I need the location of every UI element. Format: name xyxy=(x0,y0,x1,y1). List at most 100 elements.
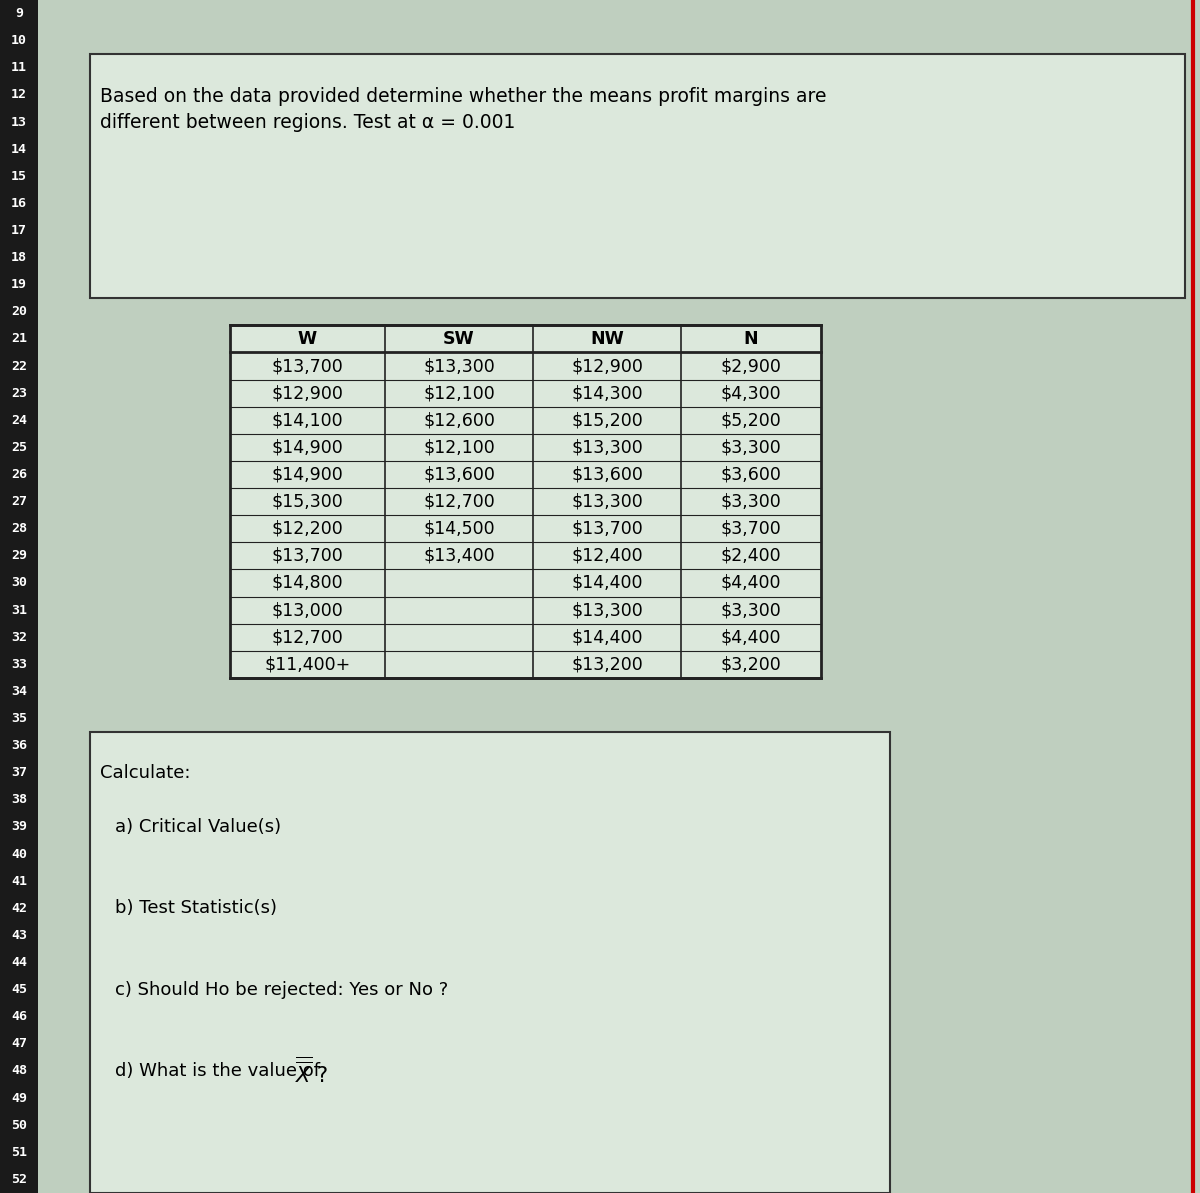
Text: 47: 47 xyxy=(11,1038,28,1050)
Bar xyxy=(0,0,38,1193)
Text: $12,600: $12,600 xyxy=(424,412,494,429)
Text: $14,800: $14,800 xyxy=(271,574,343,592)
Text: 42: 42 xyxy=(11,902,28,915)
Text: $12,900: $12,900 xyxy=(271,384,343,402)
Text: $14,300: $14,300 xyxy=(571,384,643,402)
Text: $13,600: $13,600 xyxy=(571,465,643,483)
Text: Based on the data provided determine whether the means profit margins are
differ: Based on the data provided determine whe… xyxy=(100,87,827,132)
Text: $12,900: $12,900 xyxy=(571,357,643,375)
Text: $13,700: $13,700 xyxy=(271,357,343,375)
Text: 27: 27 xyxy=(11,495,28,508)
Text: $3,700: $3,700 xyxy=(721,520,781,538)
Text: 35: 35 xyxy=(11,712,28,725)
Text: $12,100: $12,100 xyxy=(424,384,494,402)
Text: 45: 45 xyxy=(11,983,28,996)
Text: 22: 22 xyxy=(11,359,28,372)
Text: 52: 52 xyxy=(11,1173,28,1186)
Text: $13,300: $13,300 xyxy=(571,601,643,619)
Text: $14,500: $14,500 xyxy=(424,520,494,538)
Text: $13,200: $13,200 xyxy=(571,655,643,673)
Text: 19: 19 xyxy=(11,278,28,291)
Text: 23: 23 xyxy=(11,387,28,400)
Text: $2,900: $2,900 xyxy=(720,357,781,375)
Text: $3,600: $3,600 xyxy=(720,465,781,483)
Text: 30: 30 xyxy=(11,576,28,589)
Text: $13,300: $13,300 xyxy=(571,438,643,457)
Text: 43: 43 xyxy=(11,929,28,942)
Text: 26: 26 xyxy=(11,468,28,481)
Text: $12,100: $12,100 xyxy=(424,438,494,457)
Text: $13,600: $13,600 xyxy=(424,465,494,483)
Text: 17: 17 xyxy=(11,224,28,237)
Text: 21: 21 xyxy=(11,333,28,346)
Text: 46: 46 xyxy=(11,1010,28,1024)
Text: 25: 25 xyxy=(11,441,28,453)
Text: 15: 15 xyxy=(11,169,28,183)
Text: 48: 48 xyxy=(11,1064,28,1077)
Text: $12,700: $12,700 xyxy=(424,493,494,511)
Text: 32: 32 xyxy=(11,631,28,644)
Text: 33: 33 xyxy=(11,657,28,670)
Text: 44: 44 xyxy=(11,956,28,969)
Text: $14,400: $14,400 xyxy=(571,629,643,647)
Text: $3,300: $3,300 xyxy=(721,601,781,619)
Text: $13,700: $13,700 xyxy=(271,546,343,564)
Text: 16: 16 xyxy=(11,197,28,210)
Text: 20: 20 xyxy=(11,305,28,319)
Text: 14: 14 xyxy=(11,143,28,155)
Text: $11,400+: $11,400+ xyxy=(264,655,350,673)
Text: $4,300: $4,300 xyxy=(721,384,781,402)
Text: 34: 34 xyxy=(11,685,28,698)
Text: b) Test Statistic(s): b) Test Statistic(s) xyxy=(115,900,277,917)
Text: 9: 9 xyxy=(14,7,23,20)
Text: W: W xyxy=(298,330,317,348)
Text: 36: 36 xyxy=(11,740,28,752)
Text: $13,300: $13,300 xyxy=(424,357,494,375)
Text: $13,700: $13,700 xyxy=(571,520,643,538)
Text: $4,400: $4,400 xyxy=(721,574,781,592)
Text: $4,400: $4,400 xyxy=(721,629,781,647)
Text: Calculate:: Calculate: xyxy=(100,764,191,781)
Text: 31: 31 xyxy=(11,604,28,617)
Text: $14,900: $14,900 xyxy=(271,465,343,483)
Text: $2,400: $2,400 xyxy=(721,546,781,564)
Text: 29: 29 xyxy=(11,549,28,562)
Text: 18: 18 xyxy=(11,251,28,264)
Text: $12,400: $12,400 xyxy=(571,546,643,564)
Text: 37: 37 xyxy=(11,766,28,779)
Text: 28: 28 xyxy=(11,523,28,536)
Text: 38: 38 xyxy=(11,793,28,806)
Text: 49: 49 xyxy=(11,1092,28,1105)
Text: $14,400: $14,400 xyxy=(571,574,643,592)
Text: $3,200: $3,200 xyxy=(721,655,781,673)
Text: $5,200: $5,200 xyxy=(721,412,781,429)
Bar xyxy=(90,733,890,1193)
Text: 13: 13 xyxy=(11,116,28,129)
Text: SW: SW xyxy=(443,330,475,348)
Text: 50: 50 xyxy=(11,1119,28,1132)
Text: $15,300: $15,300 xyxy=(271,493,343,511)
Bar xyxy=(90,54,1186,298)
Text: NW: NW xyxy=(590,330,624,348)
Text: $3,300: $3,300 xyxy=(721,493,781,511)
Text: $13,400: $13,400 xyxy=(424,546,494,564)
Text: c) Should Ho be rejected: Yes or No ?: c) Should Ho be rejected: Yes or No ? xyxy=(115,981,449,999)
Text: $15,200: $15,200 xyxy=(571,412,643,429)
Text: 39: 39 xyxy=(11,821,28,834)
Text: $13,000: $13,000 xyxy=(271,601,343,619)
Text: $13,300: $13,300 xyxy=(571,493,643,511)
Text: $3,300: $3,300 xyxy=(721,438,781,457)
Text: $\overline{\overline{X}}$ ?: $\overline{\overline{X}}$ ? xyxy=(295,1056,329,1087)
Text: 11: 11 xyxy=(11,61,28,74)
Text: $12,700: $12,700 xyxy=(271,629,343,647)
Text: 10: 10 xyxy=(11,35,28,48)
Text: d) What is the value of: d) What is the value of xyxy=(115,1062,325,1080)
Bar xyxy=(230,326,821,678)
Text: 41: 41 xyxy=(11,874,28,888)
Text: $14,100: $14,100 xyxy=(271,412,343,429)
Text: a) Critical Value(s): a) Critical Value(s) xyxy=(115,818,281,836)
Text: 40: 40 xyxy=(11,847,28,860)
Text: N: N xyxy=(744,330,758,348)
Text: 12: 12 xyxy=(11,88,28,101)
Text: 51: 51 xyxy=(11,1145,28,1158)
